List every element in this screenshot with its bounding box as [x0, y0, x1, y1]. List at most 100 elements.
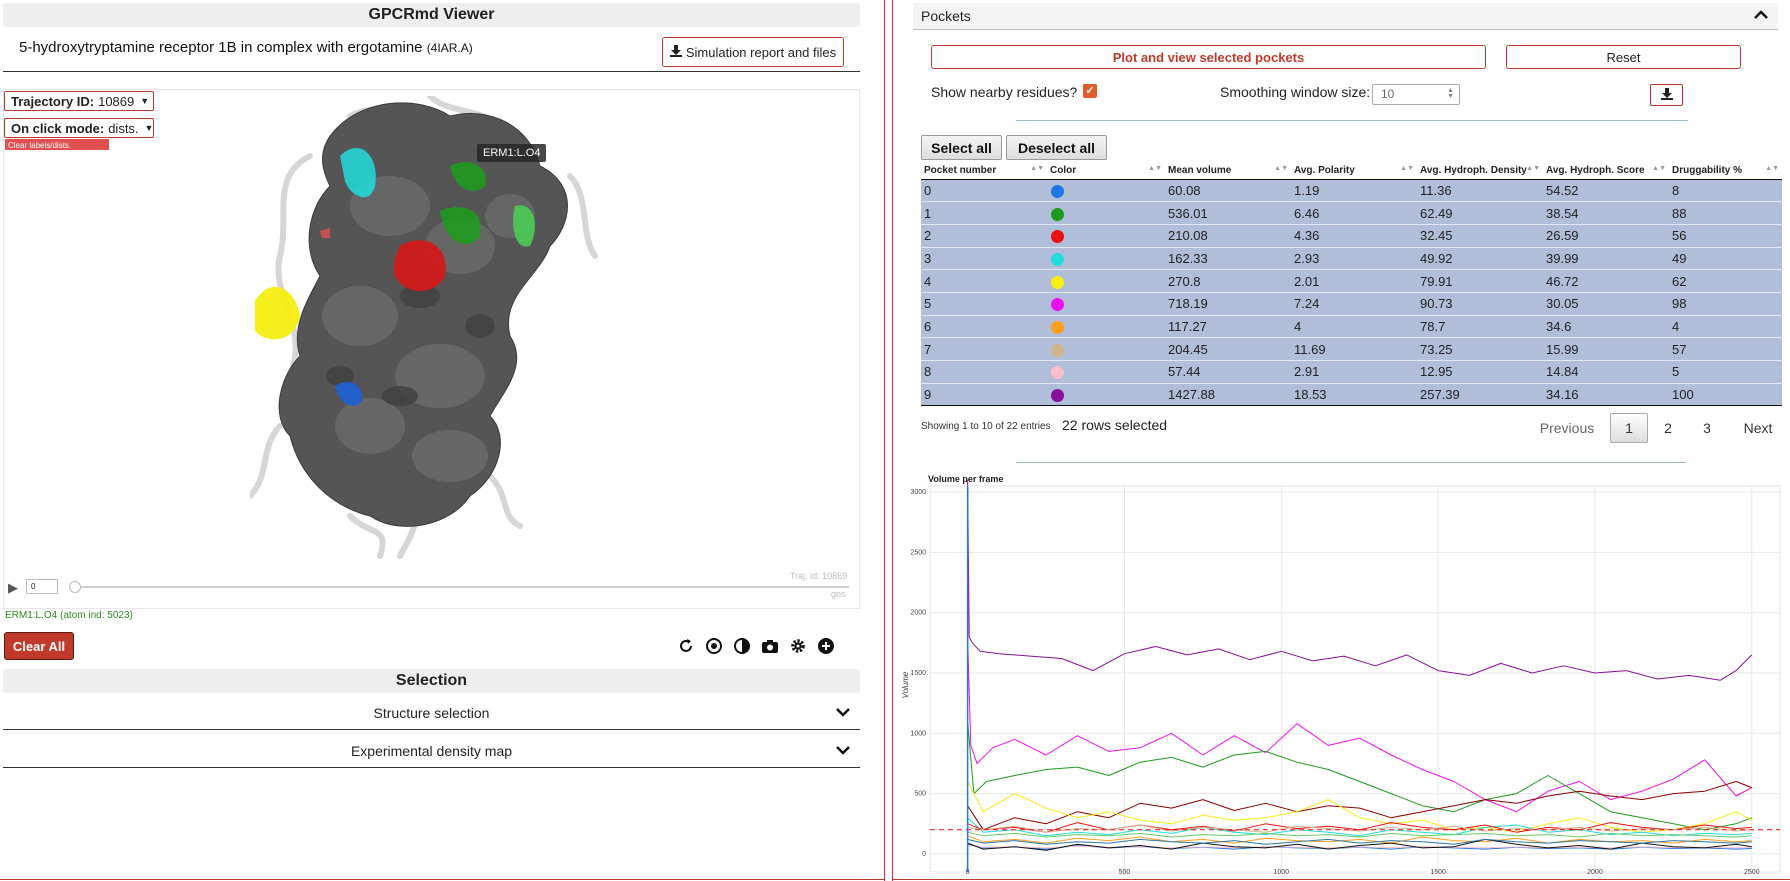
reset-button[interactable]: Reset [1506, 45, 1741, 69]
frame-slider[interactable] [72, 586, 849, 588]
frame-number-input[interactable]: 0 [26, 579, 58, 594]
series-line-3 [967, 781, 1752, 831]
download-icon [1660, 87, 1673, 100]
table-row[interactable]: 4 270.8 2.01 79.91 46.72 62 [921, 269, 1782, 293]
pagination-next[interactable]: Next [1743, 420, 1773, 436]
pocket-red [393, 240, 446, 291]
y-tick-label: 2000 [910, 610, 926, 617]
pagination-page-1[interactable]: 1 [1610, 413, 1648, 443]
cell-mean-volume: 210.08 [1165, 223, 1291, 248]
column-header[interactable]: Pocket number ▲▼ [921, 162, 1047, 180]
plot-area [929, 485, 1781, 873]
nearby-residues-label: Show nearby residues? [931, 84, 1078, 100]
trajectory-watermark: Traj. id: 10869 [790, 571, 848, 581]
simulation-report-button[interactable]: Simulation report and files [662, 37, 844, 67]
y-tick-label: 1500 [910, 670, 926, 677]
cell-hydro-density: 62.49 [1417, 201, 1543, 225]
select-all-button[interactable]: Select all [921, 135, 1002, 160]
cell-polarity: 11.69 [1291, 337, 1417, 361]
clear-all-button[interactable]: Clear All [4, 632, 74, 660]
cell-mean-volume: 60.08 [1165, 178, 1291, 202]
pagination-page-3[interactable]: 3 [1703, 420, 1711, 436]
protein-structure-render[interactable] [250, 96, 660, 576]
contrast-icon[interactable] [733, 637, 751, 655]
structure-selection-accordion[interactable]: Structure selection [3, 697, 860, 730]
series-line-7 [967, 835, 1752, 844]
series-line-11 [967, 838, 1752, 851]
center-icon[interactable] [705, 637, 723, 655]
pocket-color-cell [1047, 223, 1165, 248]
table-row[interactable]: 1 536.01 6.46 62.49 38.54 88 [921, 201, 1782, 225]
click-mode-value: dists. [108, 120, 139, 136]
pdb-code: (4IAR.A) [426, 41, 473, 55]
clear-labels-button[interactable]: Clear labels/dists. [5, 139, 109, 150]
cell-polarity: 2.01 [1291, 269, 1417, 293]
column-header[interactable]: Avg. Hydroph. Density ▲▼ [1417, 162, 1543, 180]
table-row[interactable]: 2 210.08 4.36 32.45 26.59 56 [921, 223, 1782, 248]
cell-hydro-score: 54.52 [1543, 178, 1669, 202]
section-divider [1016, 120, 1688, 121]
trajectory-select[interactable]: Trajectory ID: 10869 ▼ [4, 91, 154, 111]
rows-selected-info: 22 rows selected [1062, 417, 1168, 433]
click-mode-select[interactable]: On click mode: dists. ▼ [4, 118, 154, 138]
cell-hydro-density: 11.36 [1417, 178, 1543, 202]
nearby-residues-checkbox[interactable]: ✓ [1083, 84, 1097, 98]
cell-mean-volume: 270.8 [1165, 269, 1291, 293]
x-tick-label: 2000 [1587, 869, 1603, 876]
pagination-page-2[interactable]: 2 [1664, 420, 1672, 436]
cell-hydro-score: 14.84 [1543, 360, 1669, 384]
cell-pocket: 8 [921, 360, 1047, 384]
table-row[interactable]: 8 57.44 2.91 12.95 14.84 5 [921, 360, 1782, 384]
cell-pocket: 4 [921, 269, 1047, 293]
column-header[interactable]: Druggability % ▲▼ [1669, 162, 1782, 180]
table-row[interactable]: 7 204.45 11.69 73.25 15.99 57 [921, 337, 1782, 361]
trajectory-label: Trajectory ID: [11, 93, 95, 109]
cell-mean-volume: 718.19 [1165, 291, 1291, 316]
column-header[interactable]: Mean volume ▲▼ [1165, 162, 1291, 180]
deselect-all-button[interactable]: Deselect all [1006, 135, 1107, 160]
viewer-title: GPCRmd Viewer [3, 3, 860, 27]
frame-slider-handle[interactable] [69, 581, 81, 593]
click-mode-label: On click mode: [11, 120, 105, 136]
pockets-title: Pockets [921, 8, 971, 24]
pagination-previous[interactable]: Previous [1539, 420, 1595, 436]
table-row[interactable]: 5 718.19 7.24 90.73 30.05 98 [921, 291, 1782, 316]
y-tick-label: 1000 [910, 730, 926, 737]
plus-circle-icon[interactable] [817, 637, 835, 655]
table-row[interactable]: 3 162.33 2.93 49.92 39.99 49 [921, 246, 1782, 270]
spinner-arrows-icon[interactable]: ▲ ▼ [1447, 87, 1454, 100]
series-line-12 [967, 838, 1752, 845]
density-map-accordion[interactable]: Experimental density map [3, 735, 860, 768]
cell-druggability: 56 [1669, 223, 1782, 248]
pocket-color-swatch [1051, 207, 1064, 221]
report-button-label: Simulation report and files [685, 44, 837, 60]
play-icon[interactable]: ▶ [8, 580, 18, 595]
pocket-color-swatch [1051, 184, 1064, 198]
cell-mean-volume: 204.45 [1165, 337, 1291, 361]
cell-pocket: 9 [921, 382, 1047, 407]
pocket-yellow [255, 286, 300, 340]
cell-pocket: 3 [921, 246, 1047, 270]
pocket-color-cell [1047, 337, 1165, 361]
smoothing-window-input[interactable]: 10 ▲ ▼ [1372, 84, 1460, 105]
series-line-0 [967, 479, 1753, 681]
cell-hydro-density: 90.73 [1417, 291, 1543, 316]
table-row[interactable]: 6 117.27 4 78.7 34.6 4 [921, 314, 1782, 338]
volume-per-frame-chart[interactable]: Volume per frame 0 500 1000 1500 2000 2500 0 500… [900, 474, 1785, 876]
column-header[interactable]: Color ▲▼ [1047, 162, 1165, 180]
refresh-icon[interactable] [677, 637, 695, 655]
plot-pockets-button[interactable]: Plot and view selected pockets [931, 45, 1486, 69]
download-data-button[interactable] [1650, 84, 1683, 106]
table-row[interactable]: 0 60.08 1.19 11.36 54.52 8 [921, 178, 1782, 202]
pocket-color-cell [1047, 201, 1165, 225]
cell-pocket: 7 [921, 337, 1047, 361]
pockets-header[interactable]: Pockets [913, 3, 1778, 30]
y-tick-label: 3000 [910, 489, 926, 496]
table-row[interactable]: 9 1427.88 18.53 257.39 34.16 100 [921, 382, 1782, 407]
gear-icon[interactable] [789, 637, 807, 655]
pocket-green-mid [440, 207, 481, 244]
caret-down-icon: ▼ [144, 123, 154, 133]
camera-icon[interactable] [761, 637, 779, 655]
column-header[interactable]: Avg. Hydroph. Score ▲▼ [1543, 162, 1669, 180]
column-header[interactable]: Avg. Polarity ▲▼ [1291, 162, 1417, 180]
